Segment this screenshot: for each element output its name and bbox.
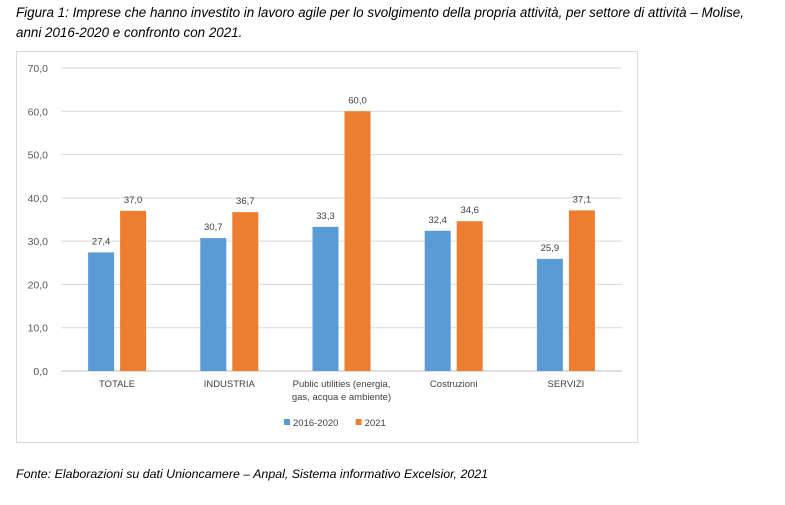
- y-tick-label: 40,0: [28, 193, 49, 205]
- legend-label: 2021: [365, 418, 386, 429]
- category-label: INDUSTRIA: [204, 379, 256, 390]
- data-label: 37,1: [573, 194, 592, 205]
- caption-line-2: anni 2016-2020 e confronto con 2021.: [16, 25, 243, 40]
- x-axis-categories: TOTALE INDUSTRIA Public utilities (energia…: [99, 379, 584, 403]
- y-tick-label: 50,0: [28, 150, 49, 162]
- legend-swatch: [355, 419, 362, 425]
- bar: [344, 111, 371, 372]
- y-axis-ticks: 0,0 10,0 20,0 30,0 40,0 50,0 60,0 70,0: [28, 63, 49, 378]
- data-label: 36,7: [236, 196, 255, 207]
- y-tick-label: 70,0: [28, 63, 49, 75]
- caption-line-1: Figura 1: Imprese che hanno investito in…: [16, 5, 744, 20]
- data-label: 30,7: [204, 222, 223, 233]
- bar: [88, 252, 115, 371]
- bar: [568, 210, 595, 371]
- y-tick-label: 60,0: [28, 106, 49, 118]
- legend-label: 2016-2020: [293, 418, 338, 429]
- category-label: Costruzioni: [430, 379, 478, 390]
- y-tick-label: 0,0: [33, 366, 48, 378]
- legend-swatch: [284, 419, 290, 425]
- bar: [536, 258, 563, 371]
- chart-frame: [16, 51, 638, 443]
- bar: [120, 210, 147, 371]
- category-label: Public utilities (energia,: [293, 379, 391, 390]
- data-label: 60,0: [348, 95, 367, 106]
- y-tick-label: 20,0: [28, 279, 49, 291]
- data-label: 34,6: [460, 205, 479, 216]
- figure-caption: Figura 1: Imprese che hanno investito in…: [16, 3, 776, 43]
- y-tick-label: 30,0: [28, 236, 49, 248]
- gridlines: [61, 67, 622, 372]
- source-note: Fonte: Elaborazioni su dati Unioncamere …: [16, 467, 489, 481]
- category-label: SERVIZI: [548, 379, 585, 390]
- data-label: 37,0: [124, 195, 143, 206]
- bars: [88, 111, 595, 372]
- bar: [312, 226, 339, 371]
- data-label: 25,9: [541, 243, 560, 254]
- data-label: 32,4: [428, 215, 447, 226]
- category-label: TOTALE: [99, 379, 135, 390]
- y-tick-label: 10,0: [28, 323, 49, 335]
- legend: 2016-2020 2021: [284, 418, 386, 429]
- data-label: 27,4: [92, 236, 111, 247]
- bar: [200, 238, 227, 371]
- category-label: gas, acqua e ambiente): [292, 392, 391, 403]
- data-label: 33,3: [316, 211, 335, 222]
- bar: [232, 212, 259, 371]
- bar: [424, 230, 451, 371]
- bar: [456, 221, 483, 371]
- data-labels: 27,4 37,0 30,7 36,7 33,3 60,0 32,4 34,6 25,9 37,1: [92, 95, 591, 254]
